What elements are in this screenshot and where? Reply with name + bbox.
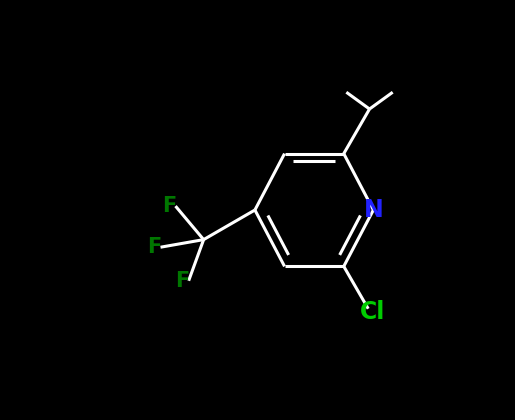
Text: F: F (147, 237, 162, 257)
Text: F: F (176, 271, 190, 291)
Text: F: F (162, 196, 177, 216)
Text: Cl: Cl (359, 300, 385, 324)
Text: N: N (364, 198, 383, 222)
